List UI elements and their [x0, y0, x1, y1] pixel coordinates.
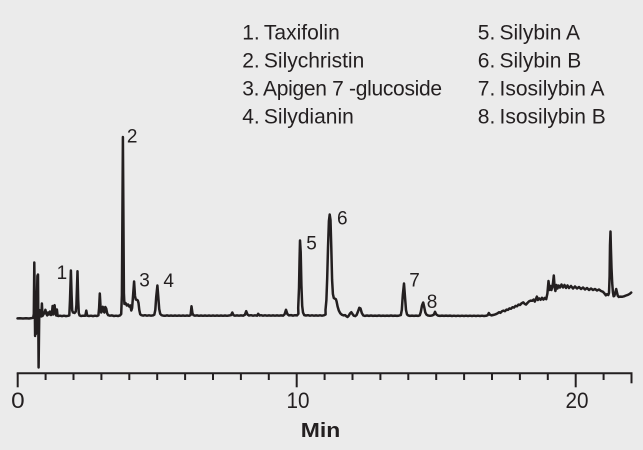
svg-text:7: 7 [409, 270, 420, 291]
svg-text:3: 3 [139, 270, 150, 291]
svg-text:8. Isosilybin B: 8. Isosilybin B [478, 105, 606, 128]
svg-text:1: 1 [57, 263, 68, 284]
svg-text:1. Taxifolin: 1. Taxifolin [242, 21, 340, 44]
svg-text:8: 8 [427, 292, 438, 313]
svg-text:3. Apigen 7 -glucoside: 3. Apigen 7 -glucoside [242, 77, 442, 100]
svg-text:10: 10 [287, 388, 310, 413]
svg-text:5. Silybin A: 5. Silybin A [478, 21, 580, 44]
svg-text:2. Silychristin: 2. Silychristin [242, 49, 364, 72]
svg-text:7. Isosilybin A: 7. Isosilybin A [478, 77, 605, 100]
svg-text:4: 4 [163, 271, 174, 292]
svg-text:5: 5 [306, 233, 317, 254]
svg-text:4. Silydianin: 4. Silydianin [242, 105, 354, 128]
svg-text:Min: Min [301, 420, 341, 442]
svg-text:2: 2 [127, 126, 138, 147]
svg-text:6. Silybin B: 6. Silybin B [478, 49, 581, 72]
svg-text:6: 6 [337, 208, 348, 229]
svg-text:0: 0 [11, 388, 25, 413]
svg-text:20: 20 [566, 388, 589, 413]
